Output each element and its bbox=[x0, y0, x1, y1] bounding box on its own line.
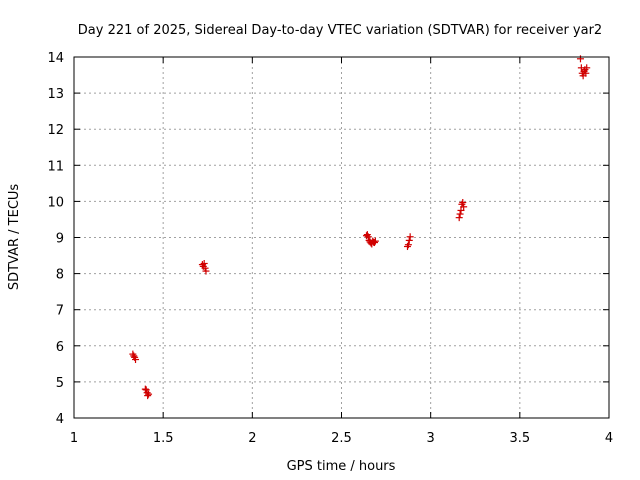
x-tick-label: 2 bbox=[248, 431, 256, 446]
data-point bbox=[371, 237, 379, 245]
y-tick-label: 6 bbox=[56, 340, 64, 355]
data-point bbox=[405, 236, 413, 244]
data-point bbox=[144, 392, 152, 400]
x-tick-label: 3 bbox=[427, 431, 435, 446]
data-point bbox=[406, 233, 414, 241]
y-tick-label: 14 bbox=[47, 51, 64, 66]
x-tick-label: 4 bbox=[605, 431, 613, 446]
data-point bbox=[456, 210, 464, 218]
data-point bbox=[130, 352, 138, 360]
data-point bbox=[132, 356, 140, 364]
y-tick-label: 8 bbox=[56, 268, 64, 283]
y-tick-label: 13 bbox=[47, 87, 64, 102]
grid-lines bbox=[74, 57, 609, 418]
data-point bbox=[576, 55, 584, 63]
data-point bbox=[370, 239, 378, 247]
data-point bbox=[457, 206, 465, 214]
data-point bbox=[460, 203, 468, 211]
y-tick-label: 4 bbox=[56, 412, 64, 427]
y-tick-label: 11 bbox=[47, 159, 64, 174]
chart-title: Day 221 of 2025, Sidereal Day-to-day VTE… bbox=[78, 23, 602, 38]
data-point bbox=[141, 385, 149, 393]
y-tick-label: 12 bbox=[47, 123, 64, 138]
y-tick-label: 9 bbox=[56, 232, 64, 247]
x-tick-label: 1 bbox=[70, 431, 78, 446]
data-point bbox=[583, 64, 591, 72]
data-point bbox=[364, 233, 372, 241]
data-point bbox=[459, 198, 467, 206]
data-points bbox=[129, 55, 591, 400]
data-point bbox=[455, 214, 463, 222]
data-point bbox=[202, 267, 210, 275]
y-tick-label: 5 bbox=[56, 376, 64, 391]
y-axis-label: SDTVAR / TECUs bbox=[7, 184, 22, 291]
x-tick-label: 2.5 bbox=[331, 431, 352, 446]
y-tick-label: 10 bbox=[47, 195, 64, 210]
data-point bbox=[404, 241, 412, 249]
data-point bbox=[582, 69, 590, 77]
data-point bbox=[200, 259, 208, 267]
x-tick-label: 1.5 bbox=[153, 431, 174, 446]
data-point bbox=[145, 390, 153, 398]
x-tick-label: 3.5 bbox=[509, 431, 530, 446]
axes: 1 1.5 2 2.5 3 3.5 4 4 5 6 7 8 9 10 11 12 13 14 bbox=[47, 51, 613, 446]
y-tick-label: 7 bbox=[56, 304, 64, 319]
x-axis-label: GPS time / hours bbox=[287, 459, 396, 474]
